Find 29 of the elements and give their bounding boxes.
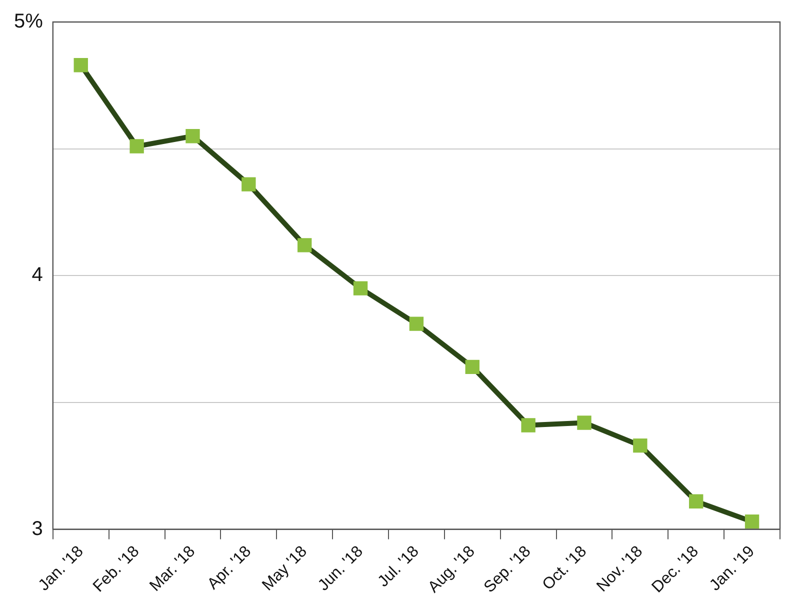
- point: [74, 58, 88, 72]
- point: [521, 418, 536, 432]
- x-tick-label: Jan. '19: [706, 542, 758, 594]
- x-tick-label: Sep. '18: [481, 542, 534, 596]
- x-tick-label: Mar. '18: [146, 542, 199, 595]
- point: [577, 416, 592, 430]
- x-tick-label: Feb. '18: [90, 542, 143, 596]
- x-tick-label: Jan. '18: [36, 542, 87, 594]
- point: [689, 494, 704, 508]
- point: [744, 514, 760, 529]
- point: [633, 438, 648, 453]
- point: [353, 281, 368, 296]
- x-tick-label: Nov. '18: [594, 542, 646, 596]
- x-tick-label: Dec. '18: [648, 542, 702, 596]
- x-tick-label: May '18: [259, 542, 311, 594]
- y-tick-label: 5%: [14, 10, 44, 33]
- x-tick-label: Oct. '18: [540, 542, 590, 594]
- point: [297, 238, 312, 252]
- point: [130, 139, 144, 154]
- point: [409, 316, 424, 331]
- y-tick-label: 4: [32, 264, 43, 286]
- x-tick-label: Jul. '18: [374, 542, 422, 590]
- point: [186, 129, 200, 144]
- x-tick-label: Apr. '18: [204, 542, 255, 594]
- x-tick-label: Jun. '18: [315, 542, 367, 594]
- point: [465, 360, 480, 374]
- x-tick-label: Aug. '18: [425, 542, 478, 596]
- y-tick-label: 3: [32, 518, 43, 540]
- point: [242, 177, 256, 192]
